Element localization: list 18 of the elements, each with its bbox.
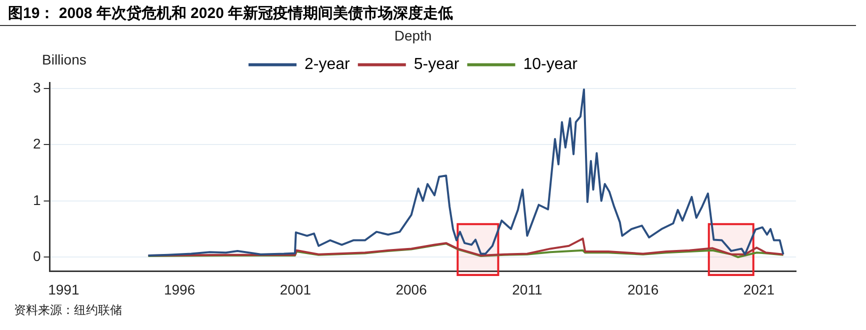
x-tick-label: 2006 [396, 281, 428, 298]
chart-subtitle: Depth [394, 27, 432, 44]
legend-label: 5-year [414, 56, 460, 74]
y-tick-label: 2 [32, 136, 41, 152]
chart-title: 图19： 2008 年次贷危机和 2020 年新冠疫情期间美债市场深度走低 [0, 0, 856, 26]
text: 资料来源：纽约联储 [13, 302, 123, 319]
x-tick-label: 1991 [48, 281, 80, 298]
x-tick-label: 1996 [164, 281, 196, 298]
y-tick-label: 3 [32, 79, 41, 96]
y-tick-label: 0 [32, 248, 41, 264]
x-tick-label: 2001 [280, 281, 312, 298]
y-axis-title: Billions [42, 52, 86, 68]
legend-label: 10-year [523, 56, 578, 74]
legend-label: 2-year [304, 56, 351, 74]
y-tick-label: 1 [32, 192, 41, 208]
x-tick-label: 2016 [627, 281, 659, 298]
x-tick-label: 2021 [743, 281, 775, 298]
x-tick-label: 2011 [512, 281, 542, 298]
